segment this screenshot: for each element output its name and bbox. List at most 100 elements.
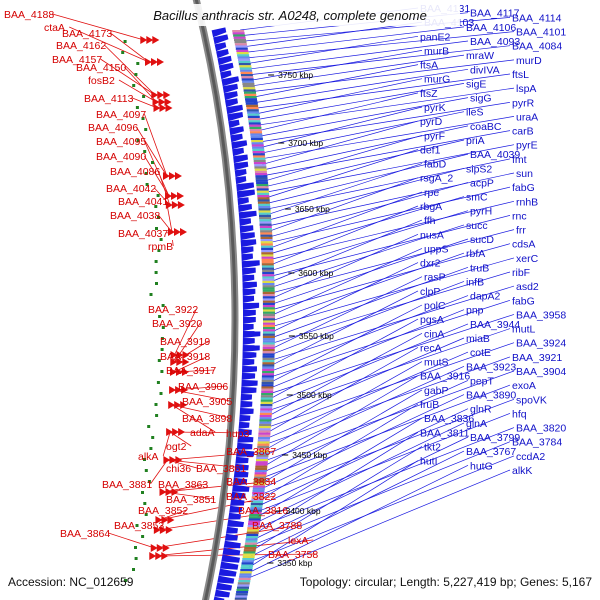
gene-label-reverse[interactable]: BAA_4117 xyxy=(470,8,520,20)
gene-label-reverse[interactable]: ileS xyxy=(466,107,484,119)
gene-label-reverse[interactable]: pepT xyxy=(470,375,495,387)
gene-label-reverse[interactable]: lspA xyxy=(516,83,536,95)
gene-label-reverse[interactable]: BAA_3799 xyxy=(470,432,520,444)
gene-label-reverse[interactable]: cdsA xyxy=(512,239,535,251)
gene-label-forward[interactable]: BAA_4157 xyxy=(52,54,102,66)
gene-label-reverse[interactable]: sigE xyxy=(466,78,486,90)
gene-label-reverse[interactable]: BAA_4093 xyxy=(470,36,520,48)
gene-label-reverse[interactable]: frr xyxy=(516,225,526,237)
gene-label-forward[interactable]: BAA_3861 xyxy=(196,463,246,475)
gene-label-reverse[interactable]: murB xyxy=(424,45,449,57)
gene-label-reverse[interactable]: ftsZ xyxy=(420,88,438,100)
gene-label-reverse[interactable]: rpe xyxy=(424,187,439,199)
gene-label-reverse[interactable]: carB xyxy=(512,126,534,138)
gene-label-reverse[interactable]: uraA xyxy=(516,111,538,123)
gene-label-forward[interactable]: ctaA xyxy=(44,22,65,34)
gene-label-reverse[interactable]: hutG xyxy=(470,460,493,472)
gene-label-reverse[interactable]: pyrD xyxy=(420,116,443,128)
gene-label-reverse[interactable]: rnhB xyxy=(516,196,538,208)
gene-label-reverse[interactable]: fruB xyxy=(420,399,439,411)
gene-label-reverse[interactable]: mutS xyxy=(424,357,449,369)
gene-label-reverse[interactable]: rbgA xyxy=(420,201,442,213)
gene-label-reverse[interactable]: BAA_3958 xyxy=(516,309,566,321)
gene-label-reverse[interactable]: glnR xyxy=(470,404,492,416)
gene-label-forward[interactable]: hup3 xyxy=(226,428,250,440)
gene-label-reverse[interactable]: clpP xyxy=(420,286,440,298)
gene-label-reverse[interactable]: rbfA xyxy=(466,248,485,260)
gene-label-forward[interactable]: BAA_3834 xyxy=(226,476,276,488)
gene-label-forward[interactable]: alkA xyxy=(138,451,158,463)
gene-label-forward[interactable]: BAA_4038 xyxy=(110,210,160,222)
gene-label-reverse[interactable]: priA xyxy=(466,135,485,147)
gene-label-reverse[interactable]: BAA_4101 xyxy=(516,27,566,39)
gene-label-reverse[interactable]: alkK xyxy=(512,465,532,477)
gene-label-reverse[interactable]: mutL xyxy=(512,324,536,336)
gene-label-reverse[interactable]: BAA_3944 xyxy=(470,319,520,331)
gene-label-forward[interactable]: rpmB xyxy=(148,241,173,253)
gene-label-reverse[interactable]: asd2 xyxy=(516,281,539,293)
gene-label-forward[interactable]: BAA_3853 xyxy=(114,520,164,532)
gene-label-reverse[interactable]: BAA_4106 xyxy=(466,22,516,34)
gene-label-forward[interactable]: BAA_4173 xyxy=(62,28,112,40)
gene-label-reverse[interactable]: spoVK xyxy=(516,394,547,406)
gene-label-reverse[interactable]: xerC xyxy=(516,253,539,265)
gene-label-reverse[interactable]: pyrF xyxy=(424,130,445,142)
gene-label-reverse[interactable]: BAA_3916 xyxy=(420,371,470,383)
gene-label-forward[interactable]: fosB2 xyxy=(88,75,115,87)
gene-label-forward[interactable]: BAA_4090 xyxy=(96,151,146,163)
gene-label-forward[interactable]: BAA_3788 xyxy=(252,520,302,532)
gene-label-forward[interactable]: BAA_4041 xyxy=(118,196,168,208)
gene-label-reverse[interactable]: pyrK xyxy=(424,102,446,114)
gene-label-forward[interactable]: BAA_3922 xyxy=(148,304,198,316)
gene-label-forward[interactable]: BAA_3864 xyxy=(60,528,110,540)
gene-label-reverse[interactable]: rnc xyxy=(512,210,527,222)
gene-label-forward[interactable]: BAA_3863 xyxy=(158,479,208,491)
gene-label-forward[interactable]: BAA_4162 xyxy=(56,40,106,52)
gene-label-reverse[interactable]: BAA_3921 xyxy=(512,352,562,364)
gene-label-reverse[interactable]: def1 xyxy=(420,144,441,156)
gene-label-reverse[interactable]: pgsA xyxy=(420,314,444,326)
gene-label-reverse[interactable]: BAA_3767 xyxy=(466,446,516,458)
gene-label-forward[interactable]: BAA_4037 xyxy=(118,228,168,240)
gene-label-forward[interactable]: BAA_3906 xyxy=(178,381,228,393)
gene-label-reverse[interactable]: divIVA xyxy=(470,64,500,76)
gene-label-reverse[interactable]: glnA xyxy=(466,418,487,430)
gene-label-forward[interactable]: chi36 xyxy=(166,463,191,475)
gene-label-forward[interactable]: BAA_3898 xyxy=(182,413,232,425)
gene-label-reverse[interactable]: ftsA xyxy=(420,60,438,72)
gene-label-reverse[interactable]: mraW xyxy=(466,50,494,62)
gene-label-reverse[interactable]: murD xyxy=(516,55,542,67)
gene-label-forward[interactable]: BAA_3905 xyxy=(182,396,232,408)
gene-label-reverse[interactable]: BAA_3923 xyxy=(466,361,516,373)
gene-label-reverse[interactable]: pyrH xyxy=(470,206,492,218)
gene-label-forward[interactable]: BAA_3822 xyxy=(226,491,276,503)
gene-label-forward[interactable]: adaA xyxy=(190,427,215,439)
gene-label-reverse[interactable]: hutI xyxy=(420,456,438,468)
gene-label-reverse[interactable]: panE2 xyxy=(420,31,451,43)
gene-label-reverse[interactable]: succ xyxy=(466,220,488,232)
gene-label-reverse[interactable]: ribF xyxy=(512,267,530,279)
gene-label-forward[interactable]: BAA_3918 xyxy=(160,351,210,363)
gene-label-forward[interactable]: BAA_4150 xyxy=(76,62,126,74)
gene-label-reverse[interactable]: smC xyxy=(466,192,488,204)
gene-label-reverse[interactable]: BAA_4039 xyxy=(470,149,520,161)
gene-label-reverse[interactable]: BAA_3784 xyxy=(512,437,562,449)
gene-label-reverse[interactable]: BAA_3820 xyxy=(516,423,566,435)
gene-label-forward[interactable]: BAA_4086 xyxy=(110,166,160,178)
gene-label-forward[interactable]: BAA_3852 xyxy=(138,505,188,517)
gene-label-reverse[interactable]: miaB xyxy=(466,333,490,345)
gene-label-reverse[interactable]: BAA_3924 xyxy=(516,338,566,350)
gene-label-reverse[interactable]: dxr2 xyxy=(420,258,441,270)
gene-label-reverse[interactable]: hfq xyxy=(512,408,527,420)
gene-label-reverse[interactable]: cinA xyxy=(424,328,444,340)
gene-label-reverse[interactable]: BAA_3890 xyxy=(466,390,516,402)
gene-label-forward[interactable]: BAA_3919 xyxy=(160,336,210,348)
gene-label-reverse[interactable]: ftsL xyxy=(512,69,529,81)
gene-label-reverse[interactable]: BAA_3811 xyxy=(420,427,470,439)
gene-label-reverse[interactable]: infB xyxy=(466,276,484,288)
gene-label-reverse[interactable]: pyrR xyxy=(512,97,535,109)
gene-label-forward[interactable]: BAA_3867 xyxy=(226,446,276,458)
gene-label-reverse[interactable]: rasP xyxy=(424,272,446,284)
gene-label-reverse[interactable]: fmt xyxy=(512,154,527,166)
gene-label-reverse[interactable]: fabG xyxy=(512,295,535,307)
